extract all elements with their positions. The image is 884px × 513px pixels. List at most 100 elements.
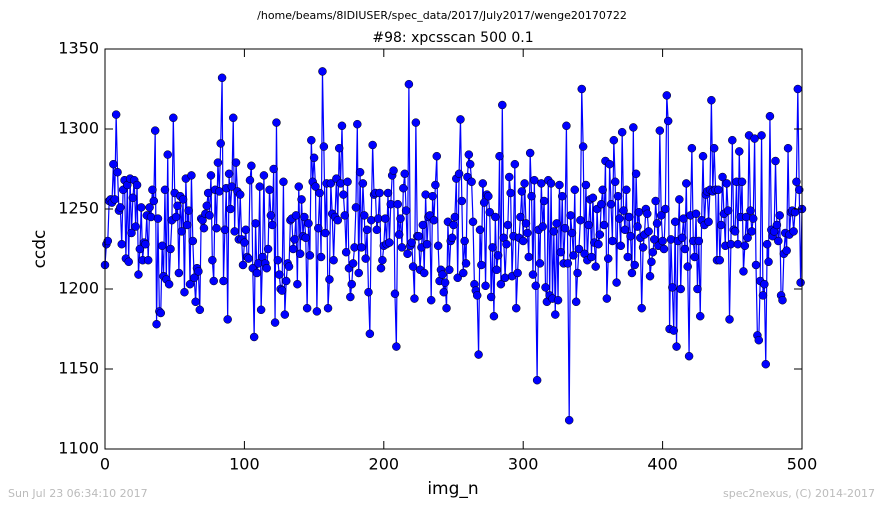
data-point (486, 292, 496, 302)
data-point (339, 190, 348, 199)
data-point (555, 180, 564, 190)
data-point (323, 303, 333, 313)
data-point (284, 262, 294, 271)
data-point (603, 254, 613, 263)
data-point (613, 191, 623, 201)
data-point (199, 223, 209, 233)
data-point (629, 123, 638, 132)
data-point (631, 169, 641, 179)
data-point (520, 179, 529, 188)
data-point (411, 118, 421, 127)
data-point (647, 257, 656, 267)
data-point (256, 305, 266, 315)
data-point (723, 206, 733, 215)
data-point (188, 236, 198, 246)
data-point (531, 281, 540, 291)
data-point (496, 279, 506, 289)
data-point (677, 233, 687, 243)
data-point (266, 211, 276, 220)
data-point (346, 292, 355, 302)
data-point (457, 196, 467, 206)
x-tick-label: 300 (508, 455, 539, 474)
data-point (240, 238, 249, 247)
data-point (774, 236, 783, 246)
data-point (666, 235, 676, 244)
data-point (301, 233, 310, 243)
data-point (393, 199, 402, 209)
data-point (156, 308, 166, 318)
data-point (663, 116, 673, 126)
data-point (216, 139, 225, 148)
data-point (584, 220, 593, 230)
data-point (530, 175, 539, 185)
data-point (131, 222, 140, 231)
data-point (380, 214, 390, 223)
data-point (467, 177, 476, 187)
data-point (245, 175, 255, 185)
data-point (748, 214, 758, 223)
y-tick-label: 1300 (58, 119, 99, 138)
data-point (506, 188, 515, 198)
data-point (132, 180, 142, 190)
data-point (305, 251, 315, 260)
y-tick-label: 1200 (58, 279, 99, 298)
data-point (493, 251, 503, 260)
data-point (400, 169, 409, 179)
data-point (334, 143, 344, 153)
data-point (358, 179, 368, 188)
data-point (608, 236, 617, 246)
footer-left: Sun Jul 23 06:34:10 2017 (8, 487, 148, 500)
data-point (281, 276, 291, 286)
data-point (293, 279, 302, 289)
data-point (783, 143, 793, 153)
data-point (672, 342, 681, 351)
x-tick-label: 400 (647, 455, 678, 474)
data-point (410, 294, 419, 303)
data-point (612, 278, 621, 287)
data-point (220, 225, 230, 235)
data-point (551, 310, 560, 319)
data-point (503, 220, 513, 230)
plot-frame (104, 48, 803, 450)
data-point (353, 119, 362, 129)
data-point (433, 241, 443, 251)
data-point (626, 231, 635, 241)
data-point (574, 244, 584, 254)
data-point (605, 159, 614, 169)
data-point (262, 263, 271, 273)
data-point (541, 283, 550, 292)
data-point (566, 211, 575, 220)
data-point (750, 134, 759, 143)
data-point (340, 211, 350, 220)
x-axis-label: img_n (427, 479, 478, 499)
data-point (693, 284, 702, 294)
data-point (537, 179, 546, 188)
data-point (793, 84, 803, 94)
data-point (576, 215, 585, 225)
data-point (439, 287, 448, 297)
data-point (255, 182, 264, 191)
data-point (762, 239, 772, 249)
data-point (610, 177, 620, 187)
data-point (794, 185, 804, 195)
data-point (419, 268, 429, 278)
data-point (535, 259, 545, 268)
data-point (336, 179, 345, 188)
data-point (152, 319, 161, 329)
data-point (247, 161, 256, 171)
data-point (275, 270, 284, 279)
data-point (715, 255, 725, 265)
data-point (143, 255, 153, 265)
data-point (594, 239, 603, 249)
y-tick-label: 1150 (58, 359, 99, 378)
data-point (563, 259, 573, 268)
data-point (422, 239, 432, 249)
data-point (730, 227, 740, 236)
data-point (578, 142, 588, 151)
data-point (733, 239, 743, 249)
data-point (737, 177, 747, 187)
data-point (150, 126, 160, 135)
data-point (573, 268, 582, 278)
data-point (511, 303, 521, 313)
data-point (728, 135, 737, 145)
